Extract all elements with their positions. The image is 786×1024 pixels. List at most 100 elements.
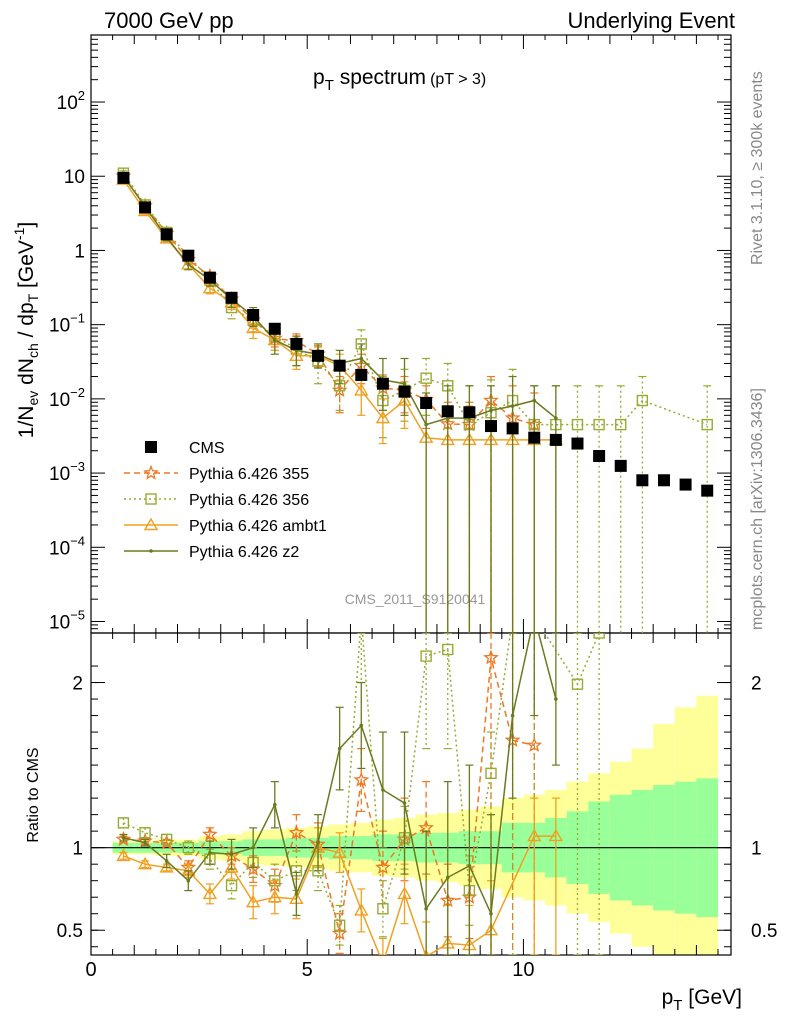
ratio-point-p355 — [115, 831, 132, 847]
ratio-point-z2 — [337, 746, 342, 751]
ratio-point-p356 — [139, 827, 151, 839]
y-tick-label: 10−3 — [49, 459, 85, 485]
main-point-z2 — [186, 262, 191, 267]
ratio-y-tick-label: 2 — [72, 674, 83, 695]
ratio-point-ambt1 — [202, 886, 218, 900]
main-series-group — [115, 167, 714, 633]
cms-point — [355, 368, 368, 381]
header-energy: 7000 GeV pp — [104, 8, 234, 33]
legend-marker-ambt1 — [143, 517, 159, 531]
main-point-p356 — [701, 418, 713, 431]
ratio-point-ambt1 — [116, 848, 131, 862]
ratio-point-z2 — [359, 723, 364, 728]
ratio-point-ambt1 — [267, 889, 282, 903]
ratio-point-z2 — [381, 788, 385, 792]
ratio-uncertainty-bands — [91, 695, 731, 955]
y-tick-label: 102 — [57, 88, 85, 114]
ratio-y-tick-label-right: 2 — [751, 674, 762, 695]
main-point-ambt1 — [375, 410, 391, 424]
cms-point — [268, 322, 281, 335]
main-point-ambt1 — [202, 280, 218, 294]
cms-point — [614, 459, 627, 472]
cms-point — [420, 396, 433, 409]
main-point-z2 — [554, 416, 558, 420]
ratio-point-z2 — [467, 864, 472, 868]
title-p: p — [313, 66, 325, 89]
cms-point — [290, 337, 303, 350]
legend: CMS Pythia 6.426 355 Pythia 6.426 356 Pythi… — [124, 440, 327, 561]
main-y-axis-label: 1/Nev dNch / dpT [GeV-1] — [11, 222, 41, 438]
legend-marker-z2 — [149, 549, 153, 553]
ratio-point-z2 — [489, 911, 493, 916]
ratio-point-p356 — [182, 841, 194, 854]
ratio-point-z2 — [294, 892, 299, 896]
y-tick-label: 10−5 — [49, 608, 85, 634]
x-tick-label: 10 — [512, 959, 534, 981]
ratio-point-p356 — [377, 903, 389, 915]
ratio-point-z2 — [445, 875, 450, 880]
x-tick-label: 0 — [85, 959, 96, 981]
main-plot-frame — [90, 34, 732, 634]
main-point-z2 — [272, 338, 277, 342]
cms-point — [398, 385, 411, 398]
cms-point — [528, 431, 541, 444]
cms-point — [117, 171, 130, 184]
ratio-point-ambt1 — [137, 856, 153, 870]
main-point-z2 — [510, 404, 515, 408]
cms-point — [657, 474, 670, 487]
header-process: Underlying Event — [567, 8, 735, 33]
x-tick-label: 5 — [302, 959, 313, 981]
cms-point — [679, 478, 692, 491]
main-y-axis: 10−5 10−4 10−3 10−2 10−1 1 10 102 — [49, 34, 731, 634]
ratio-point-p355 — [374, 859, 391, 875]
ratio-point-z2 — [229, 852, 234, 857]
ratio-point-ambt1 — [224, 860, 239, 873]
y-tick-label: 10−4 — [49, 533, 85, 559]
main-point-z2 — [424, 422, 428, 427]
legend-label-p356: Pythia 6.426 356 — [189, 492, 309, 509]
cms-point — [441, 405, 454, 418]
y-tick-label: 10−2 — [49, 385, 85, 411]
ratio-point-z2 — [402, 801, 407, 805]
ratio-point-p356 — [117, 817, 130, 829]
rivet-label: Rivet 3.1.10, ≥ 300k events — [749, 71, 766, 265]
main-series-p355 — [115, 167, 543, 633]
legend-label-cms: CMS — [189, 440, 225, 457]
title-cut: (pT > 3) — [430, 71, 486, 88]
ratio-point-p356 — [442, 643, 454, 656]
ratio-point-p356 — [485, 767, 497, 780]
ratio-point-p356 — [225, 879, 238, 892]
ratio-line-p356 — [123, 633, 600, 926]
cms-point — [549, 433, 562, 446]
ratio-y-tick-label: 0.5 — [57, 921, 83, 942]
ratio-axes: 0.5 0.5 1 1 2 2 0 5 10 — [57, 633, 777, 981]
cms-point — [312, 349, 325, 362]
cms-point — [636, 474, 649, 487]
cms-point — [182, 249, 195, 262]
ratio-series-group — [115, 633, 605, 955]
ratio-point-z2 — [164, 859, 169, 863]
ratio-y-tick-label: 1 — [72, 839, 83, 860]
cms-point — [160, 228, 173, 241]
legend-label-z2: Pythia 6.426 z2 — [189, 544, 299, 561]
legend-label-p355: Pythia 6.426 355 — [189, 466, 309, 483]
main-point-z2 — [532, 398, 537, 403]
ratio-y-tick-label-right: 1 — [751, 839, 762, 860]
ratio-point-ambt1 — [527, 828, 542, 842]
y-tick-label: 10 — [64, 167, 85, 188]
main-point-p356 — [636, 394, 649, 407]
ratio-point-z2 — [510, 713, 515, 718]
main-point-ambt1 — [245, 320, 261, 334]
main-point-p356 — [571, 418, 584, 431]
main-point-p356 — [615, 418, 627, 431]
x-axis-label: pT [GeV] — [662, 986, 742, 1014]
ratio-point-z2 — [186, 878, 191, 883]
cms-point — [506, 422, 519, 435]
analysis-label: CMS_2011_S9120041 — [345, 591, 486, 607]
ratio-point-ambt1 — [397, 886, 412, 900]
legend-marker-p355 — [143, 464, 159, 480]
cms-point — [376, 377, 389, 390]
ratio-point-z2 — [251, 845, 255, 850]
ratio-point-ambt1 — [159, 860, 174, 873]
